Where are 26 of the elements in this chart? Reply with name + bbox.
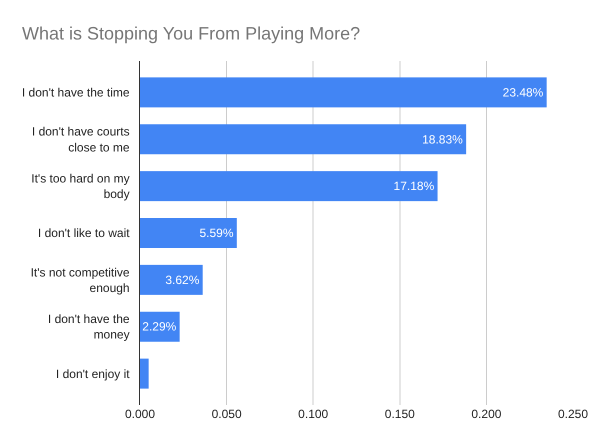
x-tick-label: 0.000: [124, 407, 156, 421]
y-tick-label: I don't have the money: [48, 312, 130, 342]
y-tick-label: It's too hard on my body: [31, 172, 130, 202]
x-tick-label: 0.150: [384, 407, 416, 421]
bar: [140, 358, 149, 389]
data-label: 18.83%: [422, 132, 464, 146]
data-label: 5.59%: [199, 226, 234, 240]
chart-title: What is Stopping You From Playing More?: [22, 23, 360, 44]
y-tick-label: I don't like to wait: [38, 226, 130, 240]
data-label: 17.18%: [394, 179, 435, 194]
data-label: 23.48%: [502, 85, 544, 100]
bar: [140, 218, 237, 248]
y-tick-label: It's not competitive enough: [30, 265, 130, 295]
bar: [140, 171, 438, 202]
x-tick-label: 0.200: [471, 407, 502, 421]
bar: [140, 77, 547, 108]
y-tick-label: I don't enjoy it: [56, 366, 130, 381]
bar: [140, 264, 203, 295]
y-tick-label: I don't have courts close to me: [32, 124, 130, 154]
data-label: 3.62%: [165, 272, 200, 287]
y-tick-label: I don't have the time: [22, 86, 130, 100]
x-tick-label: 0.100: [298, 407, 329, 421]
x-tick-label: 0.250: [558, 407, 588, 421]
bar: [140, 124, 466, 154]
x-tick-label: 0.050: [212, 407, 242, 421]
data-label: 2.29%: [142, 320, 177, 334]
